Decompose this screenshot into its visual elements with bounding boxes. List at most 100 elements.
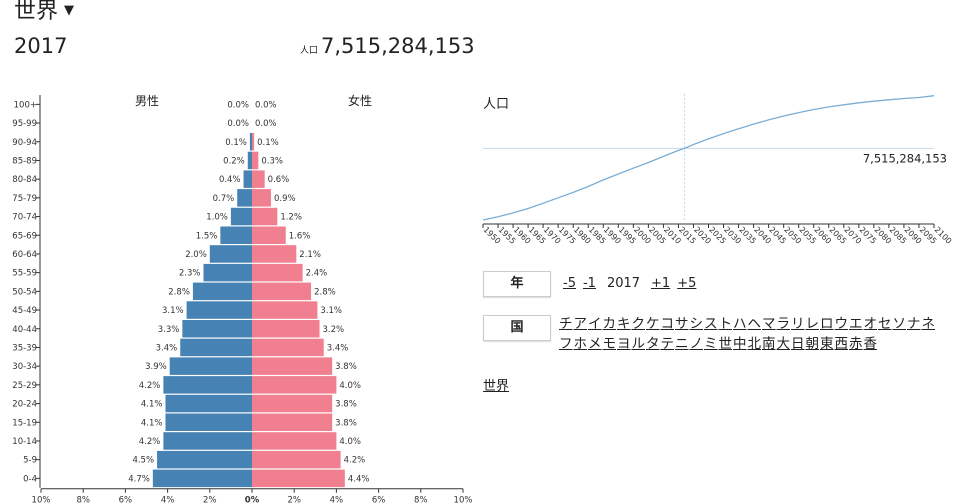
country-link[interactable]: メ <box>588 336 602 352</box>
age-tick-label: 10-14 <box>12 437 37 447</box>
country-link[interactable]: タ <box>646 336 660 352</box>
year-minus-5-link[interactable]: -5 <box>563 276 576 291</box>
female-bar <box>252 469 345 488</box>
male-bar <box>165 394 252 413</box>
country-link[interactable]: 大 <box>776 336 791 352</box>
country-link[interactable]: ケ <box>646 316 660 332</box>
country-link[interactable]: 香 <box>863 336 878 352</box>
male-bar <box>243 170 252 188</box>
country-list: チアイカキクケコサシストハヘマラリレロウエオセソナネフホメモヨルタテニノミ世中北… <box>559 314 944 354</box>
country-link[interactable]: レ <box>805 316 820 332</box>
country-link[interactable]: ア <box>573 316 588 332</box>
year-plus-1-link[interactable]: +1 <box>651 276 671 291</box>
population-pyramid-chart: 男性 女性 100+ 0.0% 0.0% 95-99 0.0% 0.0% 90-94 0.1% 0.… <box>12 93 473 503</box>
male-bar <box>180 338 252 357</box>
female-bar <box>252 320 320 338</box>
female-bar <box>252 432 337 450</box>
country-link[interactable]: 中 <box>733 336 747 352</box>
country-link[interactable]: ウ <box>834 316 849 332</box>
x-tick-label: 10% <box>454 496 473 503</box>
country-link[interactable]: ヘ <box>747 316 762 332</box>
country-link[interactable]: マ <box>762 316 776 332</box>
world-link[interactable]: 世界 <box>483 379 510 394</box>
age-tick-label: 40-44 <box>12 325 37 335</box>
female-value-label: 2.4% <box>306 269 328 279</box>
female-bar <box>252 189 271 207</box>
country-link[interactable]: リ <box>791 316 805 332</box>
male-bar <box>152 469 252 488</box>
male-bar <box>247 151 252 170</box>
country-link[interactable]: 北 <box>747 336 762 352</box>
female-bar <box>252 245 297 263</box>
country-link[interactable]: 南 <box>762 336 776 352</box>
country-link[interactable]: ネ <box>921 316 936 332</box>
female-value-label: 1.2% <box>280 213 302 223</box>
country-link[interactable]: エ <box>849 316 863 332</box>
age-tick-label: 80-84 <box>12 175 37 185</box>
year-minus-1-link[interactable]: -1 <box>582 276 596 291</box>
country-link[interactable]: 日 <box>791 336 805 352</box>
country-link[interactable]: ノ <box>689 336 704 352</box>
country-link[interactable]: ル <box>631 336 646 352</box>
country-link[interactable]: 西 <box>834 336 849 352</box>
x-tick-label: 8% <box>76 496 90 503</box>
country-link[interactable]: ク <box>631 316 646 332</box>
year-plus-5-link[interactable]: +5 <box>677 276 697 291</box>
male-bar <box>165 413 252 431</box>
country-link[interactable]: ナ <box>907 316 921 332</box>
country-link[interactable]: 朝 <box>805 336 820 352</box>
country-link[interactable]: 東 <box>820 336 834 352</box>
region-title[interactable]: 世界 ▼ <box>14 0 74 25</box>
age-tick-label: 65-69 <box>12 231 37 241</box>
population-prefix: 人口 <box>300 46 319 56</box>
population-line-chart: 人口7,515,284,1531950195519601965197019751… <box>482 94 953 246</box>
male-value-label: 0.1% <box>225 138 247 148</box>
female-bar <box>252 450 341 469</box>
dropdown-caret-icon[interactable]: ▼ <box>64 3 75 18</box>
country-link[interactable]: 世 <box>718 336 733 352</box>
country-link[interactable]: オ <box>863 316 878 332</box>
male-value-label: 0.7% <box>213 194 235 204</box>
female-value-label: 4.2% <box>344 456 366 466</box>
population-line <box>482 95 935 221</box>
male-value-label: 3.1% <box>162 306 184 316</box>
x-tick-label: 2% <box>287 496 301 503</box>
country-link[interactable]: モ <box>602 336 617 352</box>
country-link[interactable]: フ <box>559 336 573 352</box>
country-link[interactable]: 赤 <box>849 336 863 352</box>
female-value-label: 1.6% <box>289 231 311 241</box>
country-link[interactable]: サ <box>675 316 689 332</box>
country-link[interactable]: セ <box>878 316 892 332</box>
male-bar <box>186 301 252 319</box>
female-bar <box>252 151 259 170</box>
country-link[interactable]: ニ <box>675 336 689 352</box>
male-bar <box>163 432 252 450</box>
country-link[interactable]: チ <box>559 316 573 332</box>
country-link[interactable]: イ <box>588 316 602 332</box>
country-link[interactable]: コ <box>660 316 675 332</box>
country-link[interactable]: ホ <box>573 336 588 352</box>
country-link[interactable]: キ <box>617 316 631 332</box>
population-value: 7,515,284,153 <box>321 34 475 58</box>
country-link[interactable]: ソ <box>892 316 907 332</box>
country-link[interactable]: ハ <box>733 316 747 332</box>
country-link[interactable]: テ <box>660 336 675 352</box>
country-link[interactable]: ス <box>704 316 718 332</box>
age-tick-label: 55-59 <box>12 269 37 279</box>
male-value-label: 4.2% <box>139 437 161 447</box>
female-bar <box>252 338 324 357</box>
country-link[interactable]: ト <box>718 316 733 332</box>
male-value-label: 4.7% <box>128 474 150 484</box>
female-bar <box>252 226 286 244</box>
country-link[interactable]: ロ <box>820 316 834 332</box>
country-link[interactable]: シ <box>689 316 704 332</box>
country-link[interactable]: ラ <box>776 316 791 332</box>
country-link[interactable]: カ <box>602 316 617 332</box>
country-link[interactable]: ヨ <box>617 336 631 352</box>
country-link[interactable]: ミ <box>704 336 718 352</box>
age-tick-label: 30-34 <box>12 362 37 372</box>
age-tick-label: 5-9 <box>23 456 37 466</box>
x-tick-label: 10% <box>32 496 51 503</box>
age-tick-label: 60-64 <box>12 250 37 260</box>
current-value-label: 7,515,284,153 <box>863 151 947 165</box>
